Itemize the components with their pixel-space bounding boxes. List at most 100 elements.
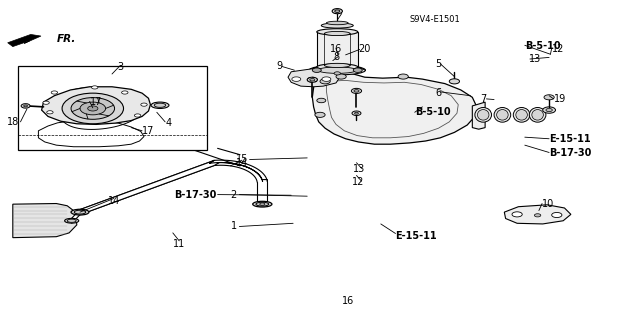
Ellipse shape <box>253 201 272 207</box>
Circle shape <box>332 9 342 14</box>
Polygon shape <box>299 72 477 144</box>
Circle shape <box>398 74 408 79</box>
Text: 6: 6 <box>435 87 442 98</box>
Ellipse shape <box>513 108 530 122</box>
Ellipse shape <box>67 219 76 222</box>
Text: E-15-11: E-15-11 <box>396 231 437 241</box>
Ellipse shape <box>317 29 358 35</box>
Text: 3: 3 <box>117 62 124 72</box>
Circle shape <box>351 88 362 93</box>
Circle shape <box>353 68 362 72</box>
Ellipse shape <box>494 108 511 122</box>
Text: 17: 17 <box>90 97 102 107</box>
Text: 14: 14 <box>108 196 120 206</box>
Circle shape <box>449 79 460 84</box>
Circle shape <box>260 203 265 205</box>
Polygon shape <box>257 182 268 204</box>
Circle shape <box>534 214 541 217</box>
Circle shape <box>355 112 358 114</box>
Text: 17: 17 <box>142 126 154 137</box>
Text: 10: 10 <box>542 199 554 209</box>
Ellipse shape <box>324 31 350 36</box>
Text: 1: 1 <box>230 221 237 232</box>
Circle shape <box>552 212 562 218</box>
Text: B-17-30: B-17-30 <box>174 189 216 200</box>
Circle shape <box>71 98 115 119</box>
Text: B-5-10: B-5-10 <box>415 107 451 117</box>
Ellipse shape <box>154 103 166 107</box>
Circle shape <box>80 102 106 115</box>
Ellipse shape <box>256 202 269 206</box>
Text: 2: 2 <box>230 189 237 200</box>
Circle shape <box>546 108 552 112</box>
Text: 11: 11 <box>173 239 186 249</box>
Text: 18: 18 <box>7 117 19 127</box>
Text: 12: 12 <box>353 177 365 187</box>
Text: S9V4-E1501: S9V4-E1501 <box>410 15 461 24</box>
Polygon shape <box>288 69 339 87</box>
Ellipse shape <box>321 23 353 28</box>
Ellipse shape <box>497 110 508 120</box>
Circle shape <box>543 107 556 113</box>
Ellipse shape <box>74 210 86 214</box>
Circle shape <box>320 79 330 84</box>
Circle shape <box>43 101 49 104</box>
Text: 14: 14 <box>236 158 248 168</box>
Ellipse shape <box>317 64 358 70</box>
Text: 13: 13 <box>353 164 365 174</box>
Circle shape <box>312 68 321 72</box>
Polygon shape <box>80 160 268 215</box>
Text: 5: 5 <box>435 59 442 69</box>
Circle shape <box>92 86 98 89</box>
Circle shape <box>334 72 340 75</box>
Text: B-5-10: B-5-10 <box>525 41 561 51</box>
Text: 12: 12 <box>552 44 564 55</box>
Ellipse shape <box>477 110 489 120</box>
Text: 19: 19 <box>554 94 566 104</box>
Text: 15: 15 <box>236 154 248 165</box>
Text: 4: 4 <box>165 118 172 128</box>
Ellipse shape <box>318 67 356 73</box>
Circle shape <box>544 95 554 100</box>
Circle shape <box>352 111 361 115</box>
Circle shape <box>88 106 98 111</box>
Circle shape <box>292 77 301 81</box>
Circle shape <box>512 212 522 217</box>
Ellipse shape <box>532 110 543 120</box>
Ellipse shape <box>326 21 348 25</box>
Circle shape <box>307 77 317 82</box>
Circle shape <box>322 77 331 81</box>
Text: FR.: FR. <box>56 34 76 44</box>
Text: 16: 16 <box>330 44 342 55</box>
Text: 13: 13 <box>529 54 541 64</box>
Polygon shape <box>42 87 150 124</box>
Circle shape <box>122 91 128 94</box>
Circle shape <box>141 103 147 106</box>
Polygon shape <box>472 102 485 129</box>
Circle shape <box>62 93 124 124</box>
Ellipse shape <box>529 108 546 122</box>
Bar <box>18 66 207 150</box>
Text: 20: 20 <box>358 44 371 55</box>
Circle shape <box>317 98 326 103</box>
Circle shape <box>51 91 58 94</box>
Ellipse shape <box>151 102 169 108</box>
Ellipse shape <box>71 209 89 215</box>
Polygon shape <box>8 34 41 47</box>
Text: 7: 7 <box>480 94 486 104</box>
Circle shape <box>335 10 340 12</box>
Circle shape <box>134 114 141 117</box>
Text: 16: 16 <box>342 296 355 307</box>
Circle shape <box>47 111 53 114</box>
Text: 8: 8 <box>333 52 339 63</box>
Polygon shape <box>317 32 358 67</box>
Ellipse shape <box>309 65 365 75</box>
Circle shape <box>21 104 30 108</box>
Ellipse shape <box>65 219 79 223</box>
Circle shape <box>315 112 325 117</box>
Circle shape <box>24 105 28 107</box>
Ellipse shape <box>475 108 492 122</box>
Polygon shape <box>504 205 571 224</box>
Ellipse shape <box>516 110 527 120</box>
Circle shape <box>336 74 346 79</box>
